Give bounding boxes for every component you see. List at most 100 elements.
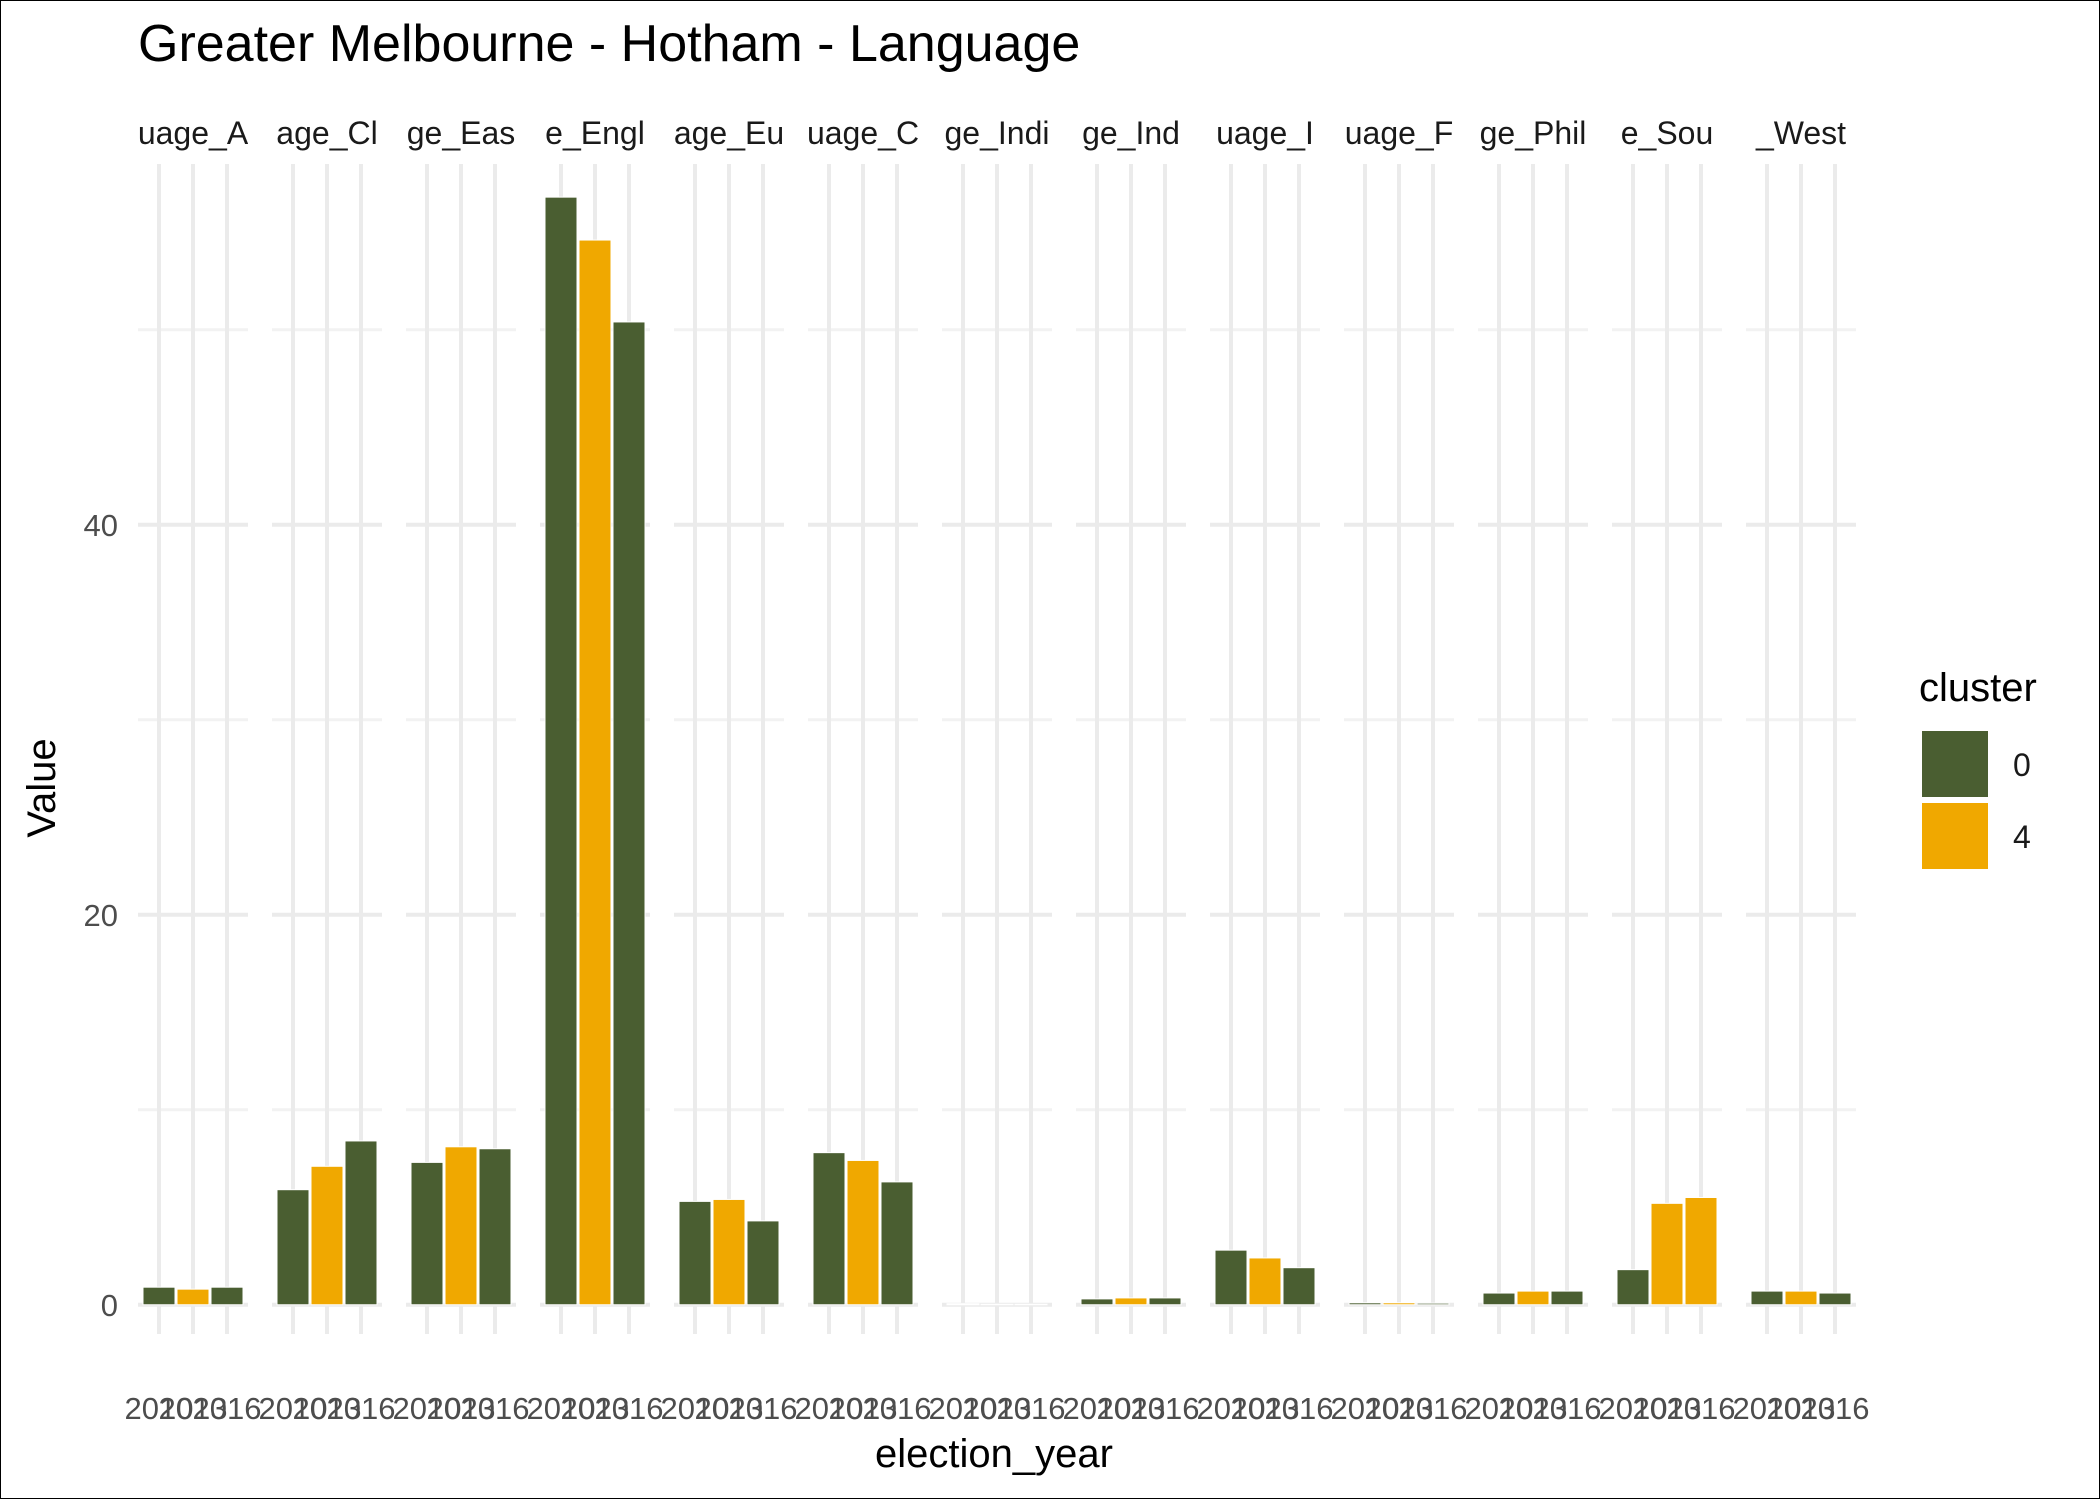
facet-strip-label: ge_Indi (945, 115, 1050, 151)
y-axis-title: Value (20, 738, 64, 837)
x-tick-label: 2010 (1733, 1391, 1802, 1426)
x-tick-label: 2010 (125, 1391, 194, 1426)
facet-strip-label: ge_Eas (407, 115, 516, 151)
bar (1014, 1303, 1048, 1306)
bar (1750, 1290, 1784, 1306)
bar (1650, 1202, 1684, 1306)
bar (444, 1146, 478, 1306)
x-tick-label: 2010 (259, 1391, 328, 1426)
x-tick-label: 2013 (1231, 1391, 1300, 1426)
y-axis-ticks: 0 20 40 (84, 508, 118, 1323)
bar (344, 1140, 378, 1306)
x-tick-label: 2010 (1465, 1391, 1534, 1426)
x-tick-label: 2016 (461, 1391, 530, 1426)
bar (1784, 1290, 1818, 1306)
x-tick-label: 2013 (293, 1391, 362, 1426)
bar (812, 1152, 846, 1306)
bar (1348, 1302, 1382, 1306)
x-tick-label: 2016 (997, 1391, 1066, 1426)
x-tick-label: 2010 (1599, 1391, 1668, 1426)
bar (142, 1286, 176, 1306)
facet-strip-label: age_Eu (674, 115, 784, 151)
bar (1080, 1298, 1114, 1306)
x-tick-label: 2010 (393, 1391, 462, 1426)
facet-strip-label: uage_C (807, 115, 919, 151)
x-axis-title: election_year (875, 1432, 1113, 1476)
x-tick-label: 2016 (595, 1391, 664, 1426)
facet-panels: uage_A201020132016age_Cl201020132016ge_E… (125, 115, 1870, 1426)
x-tick-label: 2016 (729, 1391, 798, 1426)
bar (1282, 1267, 1316, 1306)
facet-strip-label: e_Engl (545, 115, 645, 151)
x-tick-label: 2016 (863, 1391, 932, 1426)
bar (880, 1181, 914, 1306)
x-tick-label: 2016 (1801, 1391, 1870, 1426)
x-tick-label: 2010 (1063, 1391, 1132, 1426)
bar (746, 1220, 780, 1306)
x-tick-label: 2013 (829, 1391, 898, 1426)
bar (1818, 1292, 1852, 1306)
legend-label: 0 (2013, 747, 2031, 783)
facet-strip-label: ge_Phil (1480, 115, 1587, 151)
bar (410, 1161, 444, 1306)
x-tick-label: 2016 (1265, 1391, 1334, 1426)
x-tick-label: 2010 (527, 1391, 596, 1426)
bar (1382, 1302, 1416, 1306)
bar (1482, 1292, 1516, 1306)
bar (1248, 1257, 1282, 1306)
bar (310, 1165, 344, 1306)
bar (846, 1159, 880, 1306)
x-tick-label: 2013 (427, 1391, 496, 1426)
x-tick-label: 2013 (963, 1391, 1032, 1426)
facet-strip-label: age_Cl (276, 115, 377, 151)
bar (1214, 1249, 1248, 1306)
x-tick-label: 2016 (1399, 1391, 1468, 1426)
x-tick-label: 2013 (1097, 1391, 1166, 1426)
bar (176, 1288, 210, 1306)
facet-strip-label: uage_F (1345, 115, 1454, 151)
x-tick-label: 2013 (695, 1391, 764, 1426)
x-tick-label: 2016 (193, 1391, 262, 1426)
bar (712, 1198, 746, 1306)
bar (678, 1200, 712, 1306)
x-tick-label: 2016 (327, 1391, 396, 1426)
x-tick-label: 2013 (1767, 1391, 1836, 1426)
bar (980, 1303, 1014, 1306)
bar (1148, 1297, 1182, 1306)
legend-title: cluster (1919, 666, 2037, 710)
x-tick-label: 2016 (1533, 1391, 1602, 1426)
bar (478, 1148, 512, 1306)
x-tick-label: 2013 (1365, 1391, 1434, 1426)
x-tick-label: 2013 (1633, 1391, 1702, 1426)
bar (544, 196, 578, 1306)
legend: cluster 0 4 (1919, 666, 2037, 869)
facet-strip-label: _West (1755, 115, 1846, 151)
bar (946, 1303, 980, 1306)
x-tick-label: 2010 (795, 1391, 864, 1426)
bar (1616, 1269, 1650, 1306)
x-tick-label: 2010 (661, 1391, 730, 1426)
x-tick-label: 2013 (1499, 1391, 1568, 1426)
x-tick-label: 2010 (1331, 1391, 1400, 1426)
y-tick-label: 40 (84, 508, 118, 543)
bar (1114, 1297, 1148, 1306)
bar (578, 239, 612, 1306)
x-tick-label: 2013 (159, 1391, 228, 1426)
y-tick-label: 0 (101, 1288, 118, 1323)
facet-strip-label: ge_Ind (1082, 115, 1180, 151)
x-tick-label: 2016 (1131, 1391, 1200, 1426)
facet-strip-label: uage_I (1216, 115, 1314, 151)
x-tick-label: 2010 (1197, 1391, 1266, 1426)
bar (1416, 1302, 1450, 1306)
